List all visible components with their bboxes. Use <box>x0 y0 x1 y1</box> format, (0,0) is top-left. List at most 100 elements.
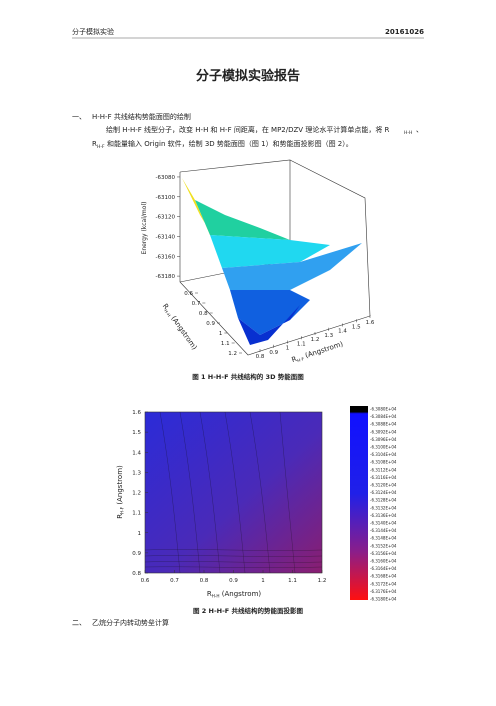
hf-tick-label: 1.5 <box>352 324 361 330</box>
surface <box>230 290 310 335</box>
surface <box>222 243 362 290</box>
z-tick-label: -63100 <box>156 195 176 201</box>
label-symbol: R <box>291 355 298 364</box>
y-tick-label: 1.5 <box>132 430 141 436</box>
section-heading: H-H-F 共线结构势能面图的绘制 <box>92 112 191 121</box>
colorbar-label: -6.3100E+04 <box>370 445 397 450</box>
box-edge <box>289 159 371 317</box>
hf-tick-label: 1.3 <box>324 333 333 339</box>
colorbar-label: -6.3176E+04 <box>370 589 397 594</box>
surface <box>195 200 290 240</box>
colorbar-label: -6.3160E+04 <box>370 559 397 564</box>
figure-caption: 图 2 H-H-F 共线结构的势能面投影图 <box>193 606 304 615</box>
x-tick-label: 0.8 <box>200 578 209 584</box>
colorbar-label: -6.3172E+04 <box>370 581 397 586</box>
hf-tick-label: 1.6 <box>366 320 375 326</box>
y-tick-label: 1.4 <box>132 450 141 456</box>
colorbar-label: -6.3152E+04 <box>370 543 397 548</box>
surface <box>210 235 330 268</box>
y-tick-label: 0.8 <box>132 571 141 577</box>
label-unit: (Angstrom) <box>220 590 262 598</box>
y-tick-label: 1.6 <box>132 410 141 416</box>
label-unit: (Angstrom) <box>168 313 199 352</box>
hf-tick-label: 0.8 <box>256 354 265 360</box>
colorbar-label: -6.3128E+04 <box>370 498 397 503</box>
colorbar-label: -6.3088E+04 <box>370 422 397 427</box>
label-sub: H-H <box>212 594 220 599</box>
paragraph-sub: H-F <box>97 144 105 150</box>
colorbar-label: -6.3124E+04 <box>370 490 397 495</box>
surface-plot <box>179 159 371 356</box>
hf-tick-label: 1.4 <box>338 329 347 335</box>
colorbar-label: -6.3104E+04 <box>370 452 397 457</box>
header-right: 20161026 <box>385 28 424 36</box>
colorbar-label: -6.3140E+04 <box>370 521 397 526</box>
section-heading: 乙烷分子内转动势垒计算 <box>92 618 169 627</box>
figure-caption: 图 1 H-H-F 共线结构的 3D 势能面图 <box>192 372 304 381</box>
label-sub: H-F <box>296 356 305 363</box>
hh-tick-label: 1.1 <box>221 341 230 347</box>
label-symbol: R <box>161 302 170 311</box>
axis-label: RH-H (Angstrom) <box>207 590 262 599</box>
colorbar-label: -6.3144E+04 <box>370 528 397 533</box>
colorbar-label: -6.3112E+04 <box>370 467 397 472</box>
paragraph-sub: H-H <box>404 130 412 136</box>
box-edge <box>179 172 371 356</box>
title: 分子模拟实验报告 <box>196 68 300 84</box>
x-tick-label: 1 <box>261 578 265 584</box>
hh-tick-label: 1.2 <box>228 351 237 357</box>
hh-tick-label: 0.7 <box>192 301 201 307</box>
colorbar-label: -6.3132E+04 <box>370 505 397 510</box>
axis-label: RH-H (Angstrom) <box>160 302 198 352</box>
paragraph: R <box>92 140 97 148</box>
colorbar-label: -6.3168E+04 <box>370 574 397 579</box>
y-tick-label: 1.1 <box>132 511 141 517</box>
z-tick-label: -63140 <box>156 234 176 240</box>
y-tick-label: 1.2 <box>132 491 141 497</box>
surface <box>182 178 215 240</box>
x-tick-label: 0.6 <box>141 578 150 584</box>
colorbar-label: -6.3164E+04 <box>370 566 397 571</box>
z-tick-label: -63180 <box>156 274 176 280</box>
label-sub: H-F <box>120 506 125 514</box>
z-tick-label: -63080 <box>156 175 176 181</box>
x-tick-label: 1.2 <box>318 578 327 584</box>
x-tick-label: 0.7 <box>170 578 179 584</box>
colorbar-label: -6.3148E+04 <box>370 536 397 541</box>
paragraph: 和能量输入 Origin 软件，绘制 3D 势能面图（图 1）和势能面投影图（图… <box>107 139 353 148</box>
hh-tick-label: 0.9 <box>206 321 215 327</box>
section-number: 二、 <box>72 619 86 627</box>
hf-tick-label: 1 <box>286 346 290 352</box>
section-number: 一、 <box>72 113 86 121</box>
z-tick-label: -63160 <box>156 254 176 260</box>
y-tick-label: 0.9 <box>132 551 141 557</box>
colorbar-label: -6.3084E+04 <box>370 414 397 419</box>
label-symbol: R <box>207 590 212 598</box>
label-sub: H-H <box>163 308 172 317</box>
colorbar <box>350 406 368 600</box>
axis-label: RH-F (Angstrom) <box>116 465 125 519</box>
label-unit: (Angstrom) <box>302 340 344 361</box>
z-tick-label: -63120 <box>156 215 176 221</box>
hh-tick-label: 1 <box>219 331 223 337</box>
hf-tick-label: 0.9 <box>269 350 278 356</box>
label-unit: (Angstrom) <box>116 465 124 507</box>
colorbar-label: -6.3156E+04 <box>370 551 397 556</box>
colorbar-label: -6.3092E+04 <box>370 429 397 434</box>
hf-tick-label: 1.1 <box>297 341 306 347</box>
colorbar-label: -6.3096E+04 <box>370 437 397 442</box>
hh-tick-label: 0.8 <box>199 311 208 317</box>
axis-label: Energy (kcal/mol) <box>141 202 148 255</box>
colorbar-label: -6.3120E+04 <box>370 483 397 488</box>
x-tick-label: 0.9 <box>229 578 238 584</box>
colorbar-label: -6.3080E+04 <box>370 407 397 412</box>
x-tick-label: 1.1 <box>288 578 297 584</box>
hh-tick-label: 0.6 <box>184 291 193 297</box>
paragraph: 、 <box>416 126 423 134</box>
colorbar-label: -6.3180E+04 <box>370 597 397 602</box>
paragraph: 绘制 H-H-F 线型分子，改变 H-H 和 H-F 间距离，在 MP2/DZV… <box>106 125 390 134</box>
y-tick-label: 1.3 <box>132 470 141 476</box>
hf-tick-label: 1.2 <box>311 337 320 343</box>
